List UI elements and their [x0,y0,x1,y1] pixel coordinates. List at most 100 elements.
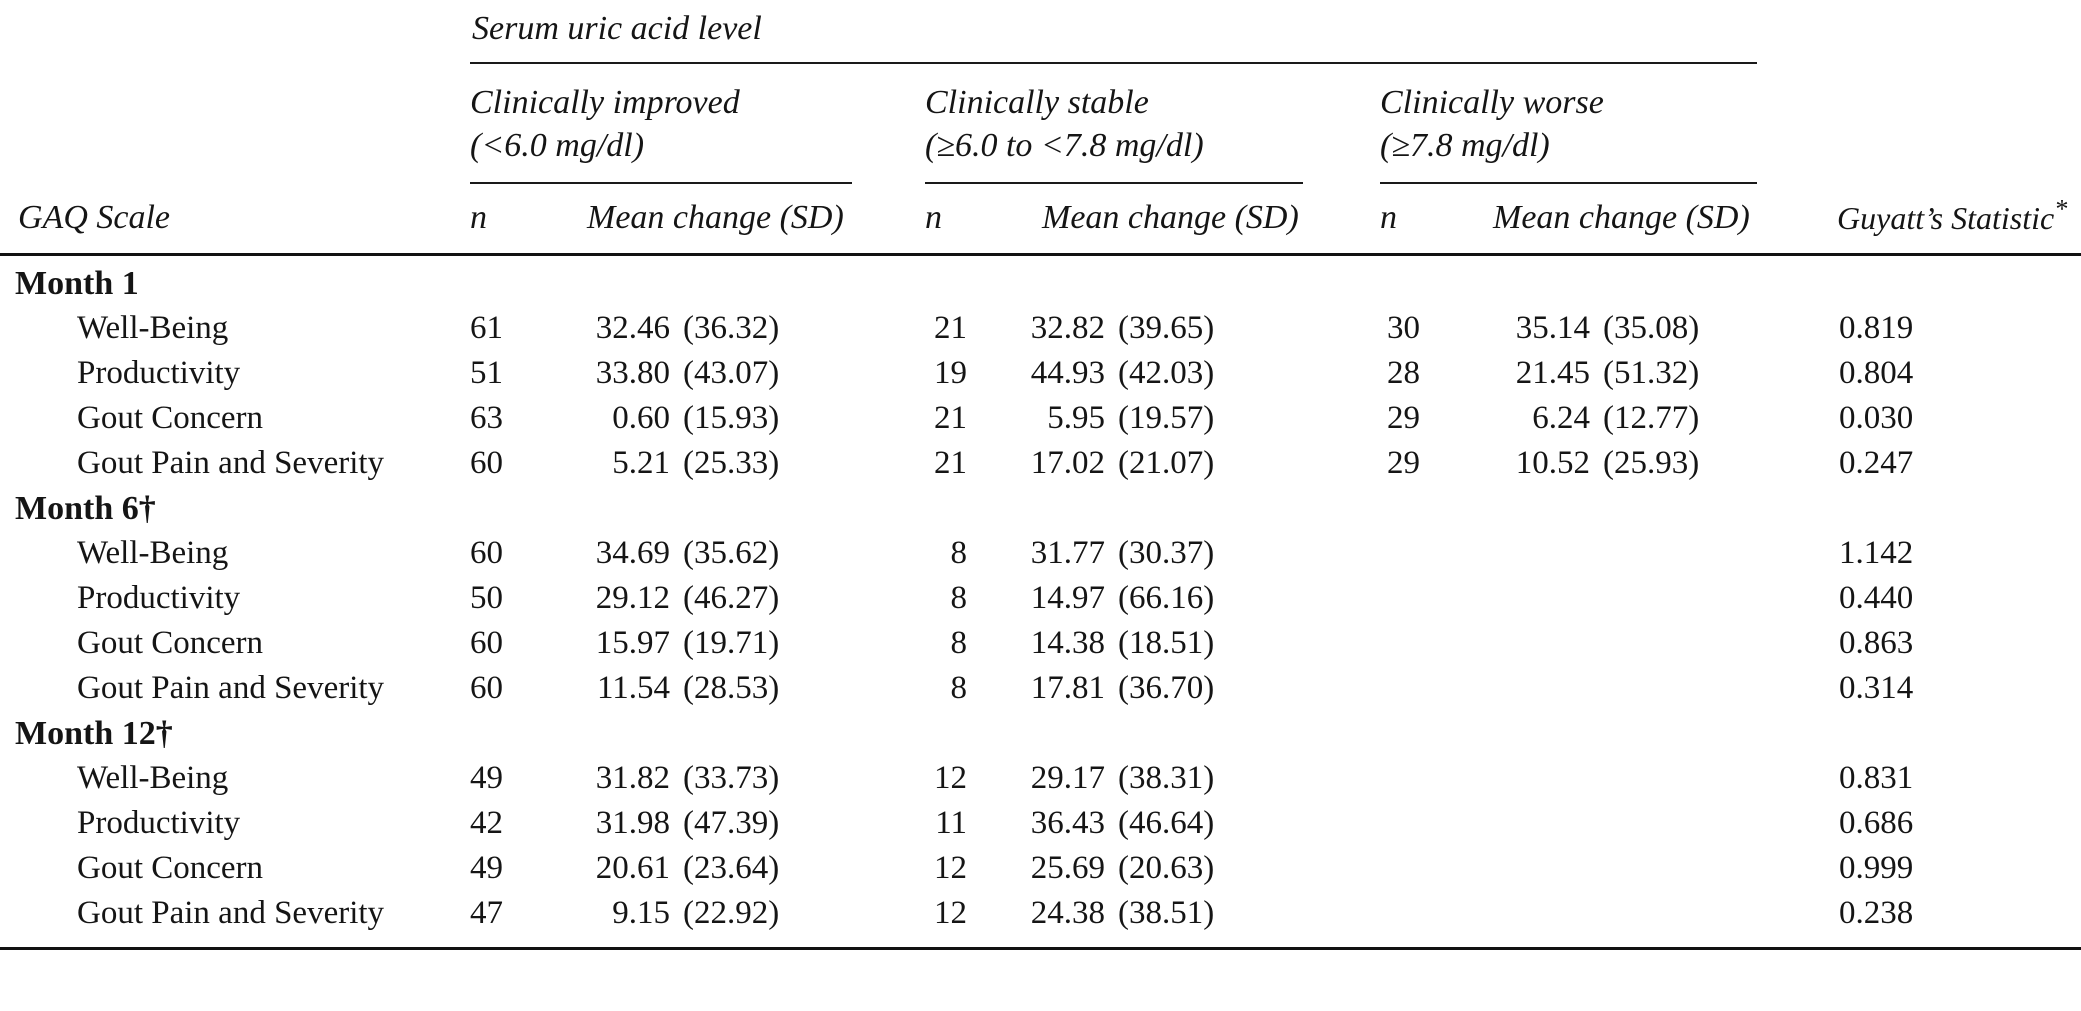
mean-value: 15.97 [595,625,670,661]
row-label: Gout Concern [77,400,264,436]
mean-value: 14.38 [1030,625,1105,661]
mean-value: 33.80 [595,355,670,391]
subheaders-improved: n Mean change (SD) [470,196,925,240]
row-label: Productivity [77,355,241,391]
n-value: 12 [934,895,967,931]
mean-value: 31.82 [595,760,670,796]
n-column-header: n [925,199,942,236]
n-value: 49 [470,850,503,886]
subheaders-stable: n Mean change (SD) [925,196,1380,240]
sd-value: (35.08) [1603,310,1700,346]
sd-value: (28.53) [683,670,780,706]
n-value: 49 [470,760,503,796]
group-cell-g2: 19 44.93 (42.03) [925,351,1380,396]
group-cell-g3 [1380,846,1833,891]
mean-value: 0.60 [612,400,670,436]
guyatt-statistic-value: 0.999 [1839,850,1914,886]
sd-value: (36.70) [1118,670,1215,706]
group-cell-g1: 49 31.82 (33.73) [470,756,925,801]
sd-value: (36.32) [683,310,780,346]
group-cell-g2: 12 24.38 (38.51) [925,891,1380,936]
sd-value: (42.03) [1118,355,1215,391]
sd-value: (43.07) [683,355,780,391]
group-cell-g3 [1380,666,1833,711]
n-value: 50 [470,580,503,616]
mean-value: 24.38 [1030,895,1105,931]
mean-value: 17.81 [1030,670,1105,706]
n-value: 60 [470,625,503,661]
n-value: 8 [950,625,968,661]
spanner-header: Serum uric acid level [472,10,762,47]
mean-column-header: Mean change (SD) [587,199,844,236]
group-cell-g3 [1380,801,1833,846]
n-value: 29 [1387,445,1420,481]
sd-value: (38.31) [1118,760,1215,796]
mean-value: 29.12 [595,580,670,616]
group-subtitle: (≥6.0 to <7.8 mg/dl) [925,127,1204,164]
sd-value: (12.77) [1603,400,1700,436]
mean-value: 21.45 [1515,355,1590,391]
mean-value: 36.43 [1030,805,1105,841]
table-row: Gout Pain and Severity 60 5.21 (25.33) 21 17.… [0,441,2081,486]
mean-value: 34.69 [595,535,670,571]
row-label: Productivity [77,580,241,616]
group-cell-g1: 50 29.12 (46.27) [470,576,925,621]
sd-value: (19.57) [1118,400,1215,436]
group-cell-g2: 8 14.38 (18.51) [925,621,1380,666]
n-value: 28 [1387,355,1420,391]
mean-value: 32.46 [595,310,670,346]
mean-value: 17.02 [1030,445,1105,481]
sd-value: (46.27) [683,580,780,616]
group-cell-g2: 8 31.77 (30.37) [925,531,1380,576]
group-header-worse: Clinically worse (≥7.8 mg/dl) [1380,81,1833,184]
footnote-asterisk: * [2054,194,2068,224]
group-title: Clinically worse [1380,84,1604,121]
guyatt-statistic-value: 0.247 [1839,445,1914,481]
group-cell-g3: 29 10.52 (25.93) [1380,441,1833,486]
section-label: Month 12† [15,715,173,752]
sd-value: (66.16) [1118,580,1215,616]
n-value: 61 [470,310,503,346]
guyatt-statistic-value: 0.238 [1839,895,1914,931]
n-value: 21 [934,400,967,436]
table-row: Gout Pain and Severity 60 11.54 (28.53) 8 17.… [0,666,2081,711]
sd-value: (51.32) [1603,355,1700,391]
mean-value: 31.77 [1030,535,1105,571]
mean-value: 31.98 [595,805,670,841]
sd-value: (18.51) [1118,625,1215,661]
sd-value: (20.63) [1118,850,1215,886]
mean-value: 29.17 [1030,760,1105,796]
mean-value: 5.95 [1047,400,1105,436]
group-header-improved: Clinically improved (<6.0 mg/dl) [470,81,925,184]
sd-value: (46.64) [1118,805,1215,841]
table-row: Gout Concern 49 20.61 (23.64) 12 25.69 (20.63)… [0,846,2081,891]
n-value: 42 [470,805,503,841]
table-row: Productivity 42 31.98 (47.39) 11 36.43 (46.64)… [0,801,2081,846]
group-title: Clinically improved [470,84,740,121]
sd-value: (35.62) [683,535,780,571]
table-row: Productivity 50 29.12 (46.27) 8 14.97 (66.16) 0… [0,576,2081,621]
guyatt-statistic-value: 0.819 [1839,310,1914,346]
header-rule [0,253,2081,256]
n-value: 51 [470,355,503,391]
row-label: Gout Pain and Severity [77,895,385,931]
group-cell-g1: 60 15.97 (19.71) [470,621,925,666]
row-label: Gout Pain and Severity [77,445,385,481]
group-cell-g1: 42 31.98 (47.39) [470,801,925,846]
table-row: Well-Being 60 34.69 (35.62) 8 31.77 (30.37) 1.1… [0,531,2081,576]
empty-cell [1833,81,2081,184]
sd-value: (25.93) [1603,445,1700,481]
mean-value: 32.82 [1030,310,1105,346]
corner-header: GAQ Scale [18,199,171,236]
mean-column-header: Mean change (SD) [1042,199,1299,236]
mean-value: 9.15 [612,895,670,931]
guyatt-statistic-value: 0.686 [1839,805,1914,841]
group-cell-g3: 30 35.14 (35.08) [1380,306,1833,351]
group-cell-g1: 47 9.15 (22.92) [470,891,925,936]
sd-value: (15.93) [683,400,780,436]
statistic-header-label: Guyatt’s Statistic [1837,200,2055,236]
sd-value: (30.37) [1118,535,1215,571]
mean-value: 35.14 [1515,310,1590,346]
mean-value: 14.97 [1030,580,1105,616]
n-value: 63 [470,400,503,436]
